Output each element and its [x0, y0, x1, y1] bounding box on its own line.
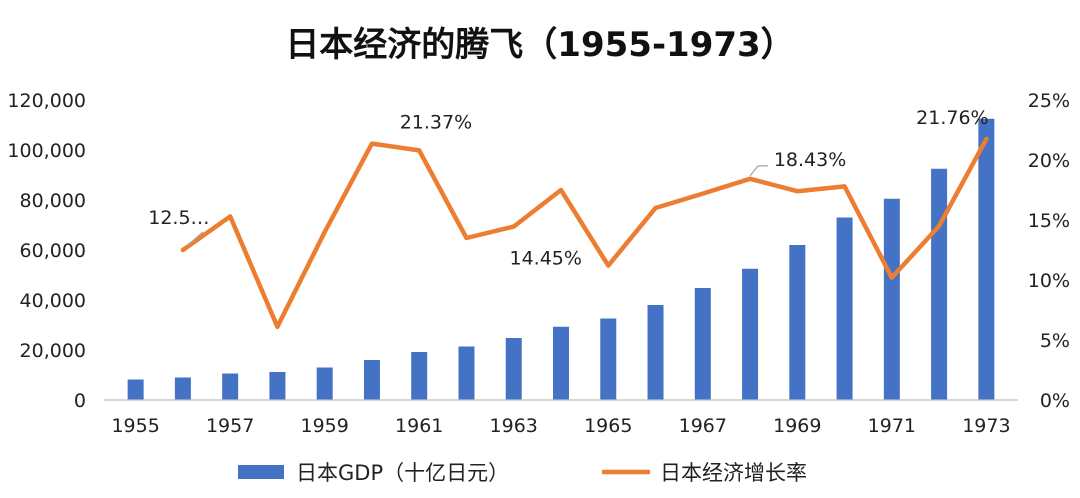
- gdp-bars: [127, 118, 995, 400]
- data-label-leader-line: [186, 231, 204, 247]
- right-y-axis: 0% 5% 10% 15% 20% 25%: [1028, 90, 1070, 412]
- x-axis-tick-label: 1955: [111, 415, 159, 437]
- data-labels: 12.5… 21.37% 14.45% 18.43% 21.76%: [148, 107, 988, 270]
- gdp-bar: [694, 288, 711, 400]
- gdp-bar: [931, 168, 948, 400]
- legend-label-growth: 日本经济增长率: [660, 461, 807, 485]
- left-axis-tick-label: 100,000: [7, 140, 86, 162]
- gdp-bar: [742, 268, 759, 400]
- gdp-bar: [411, 352, 428, 400]
- left-axis-tick-label: 40,000: [20, 290, 86, 312]
- gdp-bar: [789, 245, 806, 400]
- left-axis-tick-label: 60,000: [20, 240, 86, 262]
- gdp-bar: [883, 198, 900, 400]
- right-axis-tick-label: 5%: [1040, 330, 1070, 352]
- growth-line-series: [180, 136, 989, 330]
- x-axis-tick-label: 1969: [773, 415, 821, 437]
- data-label-leader-line: [749, 165, 769, 177]
- x-axis-tick-label: 1959: [301, 415, 349, 437]
- growth-data-label: 21.76%: [916, 107, 988, 129]
- gdp-bar: [316, 367, 333, 400]
- x-axis-tick-label: 1961: [395, 415, 443, 437]
- x-axis-tick-label: 1957: [206, 415, 254, 437]
- growth-data-label: 21.37%: [400, 112, 472, 134]
- gdp-bar: [127, 379, 144, 400]
- x-axis-tick-label: 1965: [584, 415, 632, 437]
- growth-data-label: 18.43%: [774, 149, 846, 171]
- chart-title: 日本经济的腾飞（1955-1973）: [285, 25, 794, 65]
- growth-data-label: 14.45%: [510, 248, 582, 270]
- growth-rate-line: [180, 136, 989, 330]
- gdp-bar: [647, 305, 664, 400]
- right-axis-tick-label: 20%: [1028, 150, 1070, 172]
- x-axis-tick-label: 1963: [490, 415, 538, 437]
- legend-label-gdp: 日本GDP（十亿日元）: [296, 461, 509, 485]
- x-axis-tick-label: 1971: [868, 415, 916, 437]
- x-axis: 1955 1957 1959 1961 1963 1965 1967 1969 1971 1973: [111, 415, 1010, 437]
- gdp-bar: [978, 118, 995, 400]
- left-axis-tick-label: 80,000: [20, 190, 86, 212]
- gdp-bar: [363, 360, 380, 400]
- growth-data-label: 12.5…: [148, 207, 209, 229]
- left-y-axis: 0 20,000 40,000 60,000 80,000 100,000 120,000: [7, 90, 86, 412]
- right-axis-tick-label: 25%: [1028, 90, 1070, 112]
- gdp-bar: [222, 373, 239, 400]
- left-axis-tick-label: 0: [74, 390, 86, 412]
- right-axis-tick-label: 15%: [1028, 210, 1070, 232]
- gdp-bar: [174, 377, 191, 400]
- left-axis-tick-label: 20,000: [20, 340, 86, 362]
- legend: 日本GDP（十亿日元） 日本经济增长率: [238, 461, 807, 485]
- gdp-bar: [458, 346, 475, 400]
- gdp-bar: [836, 217, 853, 400]
- x-axis-tick-label: 1973: [962, 415, 1010, 437]
- left-axis-tick-label: 120,000: [7, 90, 86, 112]
- gdp-bar: [600, 318, 617, 400]
- gdp-bar: [269, 372, 286, 400]
- right-axis-tick-label: 10%: [1028, 270, 1070, 292]
- gdp-bar: [505, 338, 522, 400]
- legend-swatch-gdp: [238, 465, 284, 479]
- right-axis-tick-label: 0%: [1040, 390, 1070, 412]
- x-axis-tick-label: 1967: [679, 415, 727, 437]
- gdp-bar: [553, 326, 569, 400]
